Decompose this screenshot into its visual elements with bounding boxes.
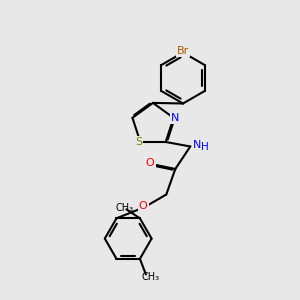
Text: N: N — [193, 140, 201, 150]
Text: H: H — [201, 142, 208, 152]
Text: CH₃: CH₃ — [141, 272, 160, 282]
Text: Br: Br — [177, 46, 189, 56]
Text: O: O — [139, 201, 148, 211]
Text: N: N — [171, 113, 179, 123]
Text: O: O — [146, 158, 154, 168]
Text: S: S — [135, 137, 142, 147]
Text: CH₃: CH₃ — [116, 203, 134, 213]
